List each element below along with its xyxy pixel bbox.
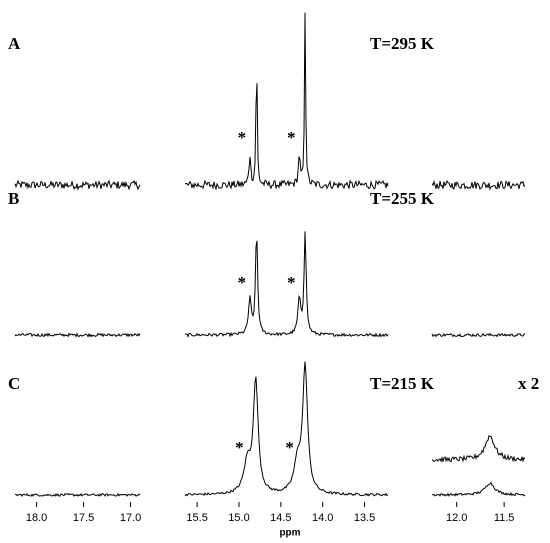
spectrum-trace bbox=[184, 231, 389, 338]
spectrum-trace bbox=[431, 481, 526, 497]
spectrum-trace bbox=[14, 492, 141, 497]
scaled-trace bbox=[431, 435, 526, 463]
x-tick-label: 15.5 bbox=[186, 512, 207, 524]
panel-label: A bbox=[8, 34, 21, 53]
spectrum-trace bbox=[14, 179, 141, 191]
x-tick-label: 15.0 bbox=[228, 512, 249, 524]
x-tick-label: 12.0 bbox=[446, 512, 467, 524]
temperature: T=255 K bbox=[370, 189, 435, 208]
star-marker: * bbox=[238, 128, 247, 147]
x-tick-label: 18.0 bbox=[26, 512, 47, 524]
star-marker: * bbox=[238, 273, 247, 292]
star-marker: * bbox=[287, 273, 296, 292]
x-axis-label: ppm bbox=[279, 528, 300, 539]
scale-label: x 2 bbox=[518, 374, 539, 393]
x-tick-label: 13.5 bbox=[354, 512, 375, 524]
star-marker: * bbox=[235, 438, 244, 457]
panel-label: C bbox=[8, 374, 20, 393]
spectrum-trace bbox=[431, 179, 526, 191]
star-marker: * bbox=[285, 438, 294, 457]
spectrum-trace bbox=[184, 361, 389, 497]
panel-label: B bbox=[8, 189, 19, 208]
x-tick-label: 17.5 bbox=[73, 512, 94, 524]
x-tick-label: 17.0 bbox=[120, 512, 141, 524]
star-marker: * bbox=[287, 128, 296, 147]
x-tick-label: 11.5 bbox=[494, 512, 515, 524]
x-tick-label: 14.0 bbox=[312, 512, 333, 524]
spectrum-trace bbox=[14, 332, 141, 338]
temperature: T=215 K bbox=[370, 374, 435, 393]
x-tick-label: 14.5 bbox=[270, 512, 291, 524]
spectrum-trace bbox=[184, 12, 389, 191]
temperature: T=295 K bbox=[370, 34, 435, 53]
spectrum-trace bbox=[431, 332, 526, 338]
